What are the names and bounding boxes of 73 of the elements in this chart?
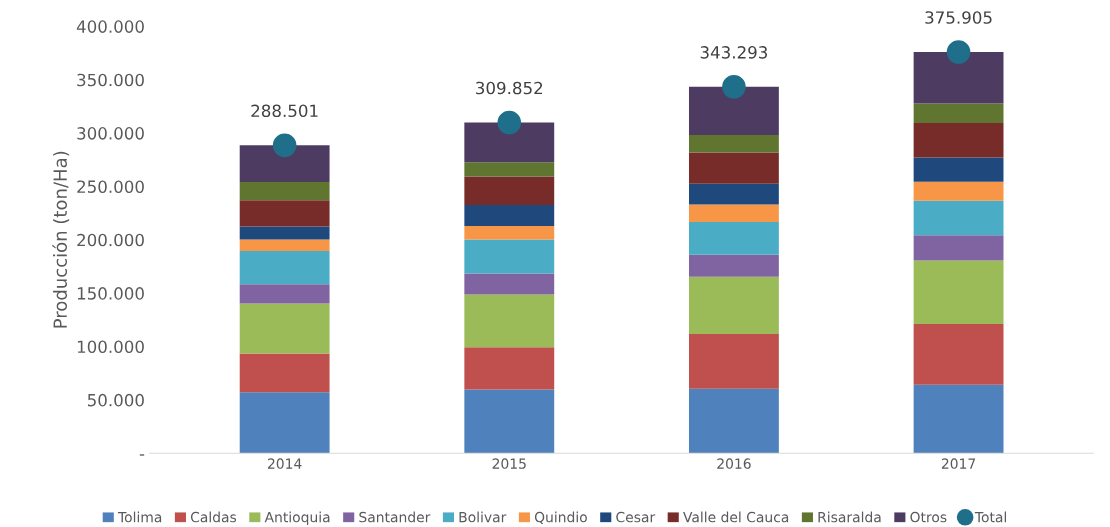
- y-tick-label: 50.000: [87, 393, 144, 407]
- bar: [239, 353, 330, 393]
- bar: [688, 333, 779, 389]
- bar: [913, 260, 1004, 325]
- bar: [688, 276, 779, 334]
- bar: [913, 200, 1004, 236]
- bar: [464, 122, 555, 163]
- bar: [913, 235, 1004, 261]
- legend-label: Antioquia: [264, 511, 330, 526]
- bar: [239, 145, 330, 182]
- bar: [913, 324, 1004, 385]
- y-axis-title: Producción (ton/Ha): [52, 151, 70, 328]
- y-tick-label: 400.000: [76, 20, 144, 33]
- y-tick-label: 300.000: [77, 127, 144, 140]
- data-label: 309.852: [476, 81, 543, 95]
- point: [497, 110, 522, 135]
- bar: [688, 86, 779, 135]
- bar: [913, 52, 1004, 104]
- bar: [239, 303, 330, 354]
- legend-label: Total: [974, 511, 1006, 523]
- y-tick-label: 200.000: [77, 233, 144, 247]
- bar: [913, 123, 1004, 158]
- legend-label: Bolivar: [459, 511, 507, 523]
- bar: [688, 152, 779, 184]
- legend-label: Cesar: [616, 511, 656, 523]
- x-tick-label: 2017: [941, 458, 976, 469]
- bar: [239, 181, 330, 201]
- bar: [239, 250, 330, 285]
- bar: [688, 134, 779, 153]
- point: [272, 133, 297, 158]
- bar: [464, 162, 555, 177]
- y-tick-label: 100.000: [77, 340, 144, 354]
- legend-label: Caldas: [190, 511, 237, 523]
- bar: [239, 239, 330, 251]
- bar: [239, 200, 330, 227]
- bar: [688, 221, 779, 255]
- y-tick-label: 350.000: [77, 73, 144, 87]
- data-label: 288.501: [251, 104, 318, 118]
- y-tick-label: 150.000: [77, 287, 144, 300]
- x-tick-label: 2016: [717, 458, 751, 469]
- y-tick-label: 250.000: [77, 180, 144, 193]
- bar: [688, 388, 779, 454]
- bar: [464, 205, 555, 227]
- legend-label: Quindio: [534, 511, 587, 524]
- bar: [913, 157, 1004, 182]
- y-tick-label: -: [139, 454, 145, 456]
- bar: [464, 294, 555, 348]
- legend-label: Otros: [910, 511, 947, 523]
- bar: [688, 254, 779, 277]
- legend-label: Santander: [359, 511, 431, 523]
- point: [946, 40, 971, 64]
- bar: [913, 181, 1004, 201]
- x-tick-label: 2014: [267, 458, 302, 469]
- bar: [464, 389, 555, 454]
- bar: [464, 347, 555, 390]
- bar: [464, 273, 555, 295]
- point: [722, 75, 746, 99]
- bar: [464, 176, 555, 205]
- bar: [688, 183, 779, 205]
- bar: [239, 392, 330, 454]
- bar: [239, 226, 330, 240]
- bar: [239, 284, 330, 304]
- bar: [913, 103, 1004, 124]
- data-label: 343.293: [700, 46, 768, 59]
- bar: [913, 384, 1004, 454]
- x-tick-label: 2015: [492, 458, 526, 469]
- data-label: 375.905: [925, 11, 992, 24]
- bar: [464, 239, 555, 274]
- bar: [464, 226, 555, 240]
- legend-label: Valle del Cauca: [683, 511, 789, 523]
- bar: [688, 204, 779, 222]
- legend-label: Risaralda: [818, 511, 881, 523]
- legend-label: Tolima: [117, 511, 162, 523]
